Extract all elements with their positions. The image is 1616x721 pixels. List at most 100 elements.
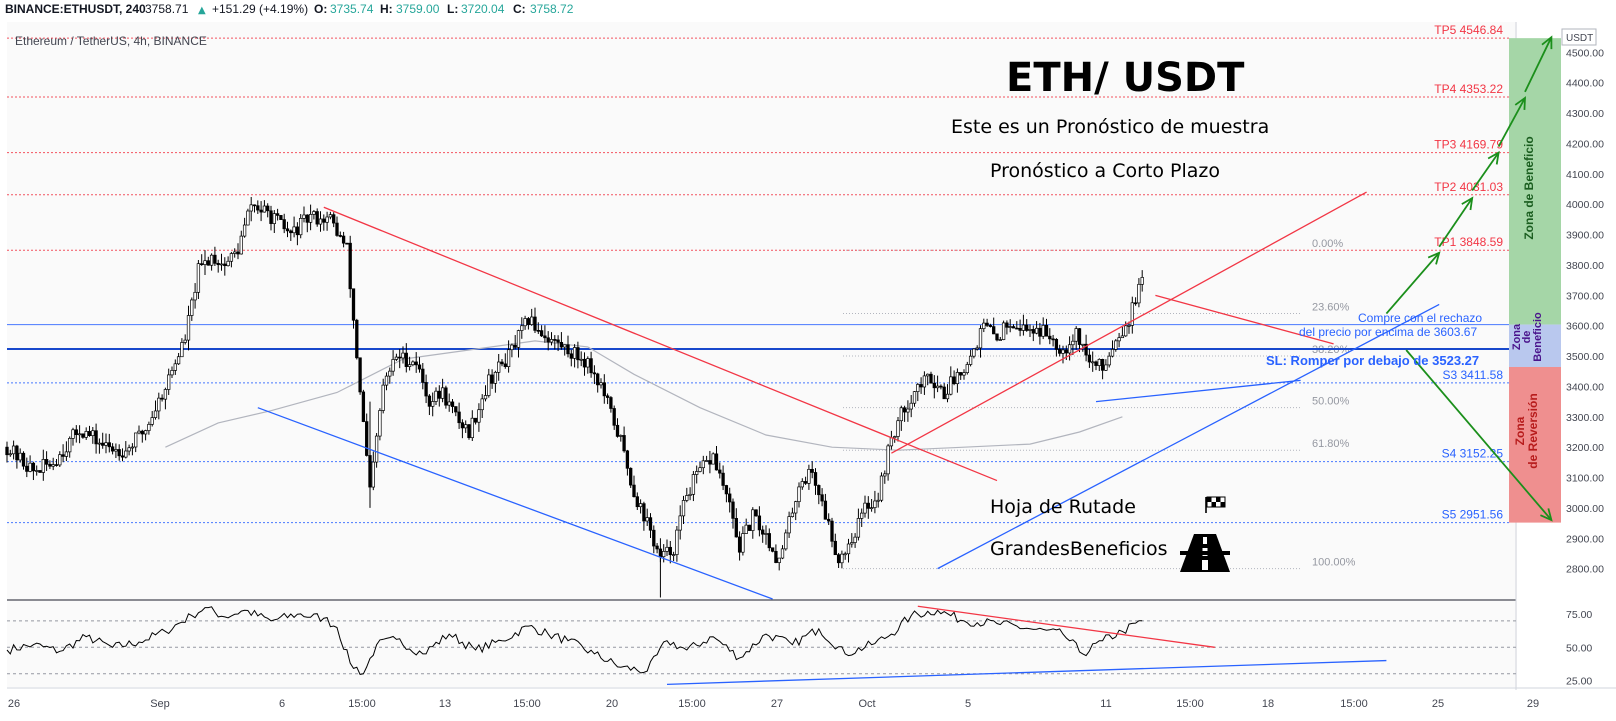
trend-line-red	[323, 206, 998, 482]
candle	[160, 397, 164, 400]
candle	[863, 502, 867, 514]
candle	[467, 424, 471, 439]
candle	[1120, 335, 1125, 339]
forecast-arrow-head	[1540, 508, 1553, 522]
candle	[8, 453, 12, 456]
trend-line-blue	[937, 303, 1440, 570]
candle	[282, 219, 286, 230]
annotation-line2: Pronóstico a Corto Plazo	[990, 160, 1220, 182]
candle	[1133, 302, 1138, 305]
x-tick-label: 27	[771, 698, 783, 710]
candle	[645, 517, 649, 522]
candle	[1028, 329, 1032, 331]
candle	[695, 471, 699, 475]
candle	[728, 493, 732, 503]
candle	[493, 371, 498, 384]
candle	[985, 322, 989, 326]
y-tick-label: 3700.00	[1566, 290, 1604, 302]
candle	[94, 430, 98, 445]
candle	[846, 543, 851, 555]
candle	[38, 470, 42, 473]
candle	[665, 546, 669, 552]
candle	[876, 499, 880, 502]
candle	[553, 339, 557, 341]
x-tick-label: 15:00	[513, 698, 541, 710]
candle	[361, 391, 366, 422]
candle	[384, 375, 389, 386]
candle	[497, 361, 501, 373]
candle	[186, 315, 191, 341]
trend-line-red	[891, 191, 1367, 454]
candle	[249, 204, 253, 212]
x-tick-label: 26	[8, 698, 20, 710]
candle	[836, 554, 841, 564]
candle	[549, 339, 554, 343]
candle	[813, 472, 818, 486]
candle	[619, 435, 623, 437]
candle	[388, 370, 392, 377]
y-tick-label: 2800.00	[1566, 564, 1604, 576]
candle	[698, 467, 702, 472]
candle	[216, 262, 220, 266]
candle	[170, 370, 174, 376]
candle	[269, 210, 273, 224]
candle	[365, 421, 369, 456]
candle	[751, 509, 755, 531]
fib-label: 38.20%	[1312, 344, 1350, 356]
forecast-arrow	[1438, 197, 1473, 248]
header-open-label: O:	[314, 2, 327, 16]
candle	[516, 330, 521, 348]
candle	[843, 553, 847, 556]
candle	[110, 446, 115, 452]
candle	[965, 364, 969, 374]
oscillator-trend-line-red	[917, 605, 1215, 648]
level-label-tp1: TP1 3848.59	[1434, 235, 1503, 249]
candle	[140, 430, 144, 435]
candle	[266, 205, 270, 212]
candle	[401, 352, 405, 359]
oscillator-pane[interactable]	[7, 601, 1517, 687]
candle	[988, 325, 993, 327]
candle	[1041, 324, 1045, 337]
annotation-buy-line1: Compre con el rechazo	[1358, 311, 1482, 325]
main-pane[interactable]	[7, 22, 1517, 599]
candle	[718, 469, 722, 474]
y-tick-label: 3200.00	[1566, 442, 1604, 454]
oscillator-trend-line-blue	[666, 659, 1387, 686]
candle	[978, 328, 983, 349]
level-label-tp3: TP3 4169.79	[1434, 138, 1503, 152]
candle	[688, 493, 692, 496]
candle	[308, 214, 313, 223]
candle	[437, 390, 441, 399]
candle	[655, 545, 659, 550]
candle	[117, 449, 121, 457]
candle	[840, 553, 844, 564]
x-tick-label: 15:00	[678, 698, 706, 710]
header-open: 3735.74	[330, 2, 374, 16]
zone-reversal-label-2: de Reversión	[1526, 393, 1540, 468]
candle	[1074, 328, 1078, 342]
candle	[1058, 348, 1062, 354]
level-label-tp2: TP2 4031.03	[1434, 180, 1503, 194]
candle	[916, 384, 920, 393]
candle	[886, 445, 890, 475]
y-tick-label: 3100.00	[1566, 473, 1604, 485]
header-symbol: BINANCE:ETHUSDT, 240	[5, 2, 146, 16]
candle	[51, 464, 55, 467]
candle	[31, 462, 36, 472]
x-tick-label: Oct	[858, 698, 875, 710]
candle	[318, 218, 323, 225]
candle	[414, 361, 418, 366]
candle	[341, 235, 346, 244]
candle	[533, 316, 537, 331]
header-low: 3720.04	[461, 2, 505, 16]
candle	[473, 417, 478, 423]
candle	[622, 435, 626, 452]
candle	[48, 463, 52, 467]
candle	[797, 486, 801, 503]
candle	[949, 376, 953, 395]
x-tick-label: 13	[439, 698, 451, 710]
candle	[444, 387, 448, 406]
candle	[615, 424, 620, 437]
